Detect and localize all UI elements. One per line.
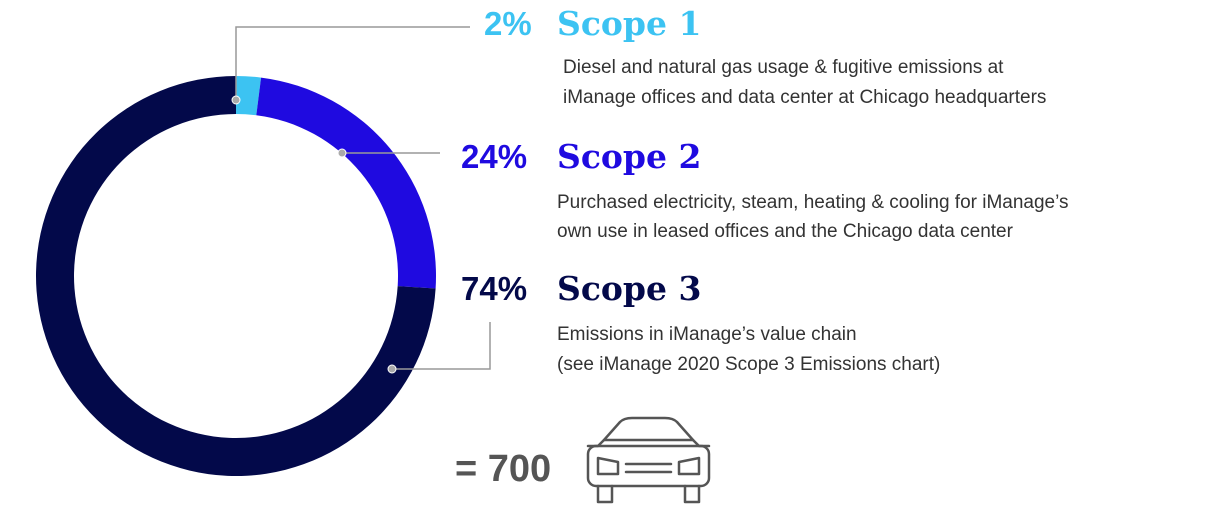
description: Purchased electricity, steam, heating & … — [557, 192, 1069, 213]
description: iManage offices and data center at Chica… — [563, 87, 1046, 108]
donut-segment — [236, 76, 262, 116]
category-label: Scope 2 — [557, 137, 701, 176]
category-label: Scope 3 — [557, 269, 701, 308]
leader-line — [235, 26, 470, 100]
leader-dot — [337, 148, 347, 158]
leader-dot — [387, 364, 397, 374]
equivalent-label: = 700 — [455, 448, 551, 490]
value-label: 74% — [461, 270, 527, 307]
donut-segment — [256, 77, 436, 289]
value-label: 2% — [484, 5, 532, 42]
description: Emissions in iManage’s value chain — [557, 324, 857, 345]
category-label: Scope 1 — [557, 4, 701, 43]
car-icon — [586, 416, 711, 504]
description: (see iManage 2020 Scope 3 Emissions char… — [557, 354, 940, 375]
value-label: 24% — [461, 138, 527, 175]
leader-dot — [231, 95, 241, 105]
description: own use in leased offices and the Chicag… — [557, 221, 1014, 242]
description: Diesel and natural gas usage & fugitive … — [563, 57, 1004, 78]
leader-line — [392, 322, 491, 370]
